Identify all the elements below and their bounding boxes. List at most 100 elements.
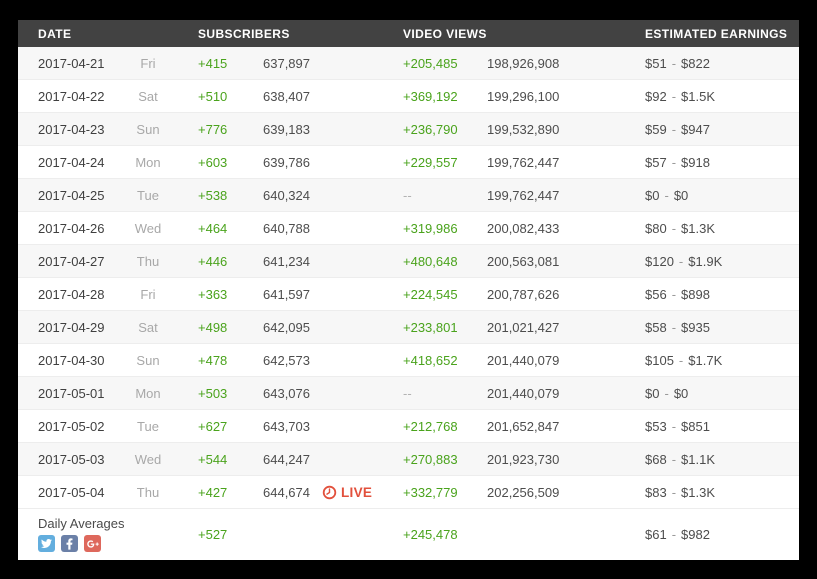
avg-subscriber-change: +527 <box>198 526 228 542</box>
subscriber-change-cell: +464 <box>198 220 228 236</box>
live-clock-icon <box>322 485 337 499</box>
day-cell: Sat <box>138 88 158 104</box>
earnings-separator: - <box>671 451 677 467</box>
avg-earnings-low: $61 <box>645 526 667 542</box>
subscribers-total-cell: 639,786 <box>263 155 403 170</box>
table-row: 2017-05-02 Tue +627 643,703 +212,768 201,652,… <box>18 410 799 443</box>
avg-earnings-high: $982 <box>681 526 710 542</box>
facebook-icon[interactable] <box>61 535 78 552</box>
column-header-subscribers: SUBSCRIBERS <box>198 26 290 41</box>
earnings-low: $83 <box>645 484 667 500</box>
video-views-total-cell: 199,296,100 <box>487 88 560 104</box>
subscriber-change-cell: +498 <box>198 319 228 335</box>
date-cell: 2017-05-02 <box>38 418 105 434</box>
social-icons <box>38 535 176 552</box>
day-cell: Wed <box>134 220 162 236</box>
subscribers-total-cell: 643,076 <box>263 386 403 401</box>
live-badge[interactable]: LIVE <box>322 485 372 500</box>
daily-averages-label: Daily Averages <box>38 516 125 531</box>
day-cell: Tue <box>137 418 159 434</box>
subscriber-change-cell: +478 <box>198 352 228 368</box>
day-cell: Sun <box>136 121 160 137</box>
subscriber-change-cell: +603 <box>198 154 228 170</box>
earnings-high: $898 <box>681 286 710 302</box>
date-cell: 2017-04-29 <box>38 319 105 335</box>
stats-table-panel: DATE SUBSCRIBERS VIDEO VIEWS ESTIMATED E… <box>18 20 799 560</box>
video-views-change-cell: -- <box>403 187 412 203</box>
video-views-change-cell: +224,545 <box>403 286 458 302</box>
day-cell: Tue <box>137 187 159 203</box>
earnings-separator: - <box>678 352 684 368</box>
subscribers-total-cell: 639,183 <box>263 122 403 137</box>
day-cell: Thu <box>136 484 160 500</box>
table-row: 2017-04-30 Sun +478 642,573 +418,652 201,440,… <box>18 344 799 377</box>
date-cell: 2017-05-03 <box>38 451 105 467</box>
video-views-change-cell: -- <box>403 385 412 401</box>
video-views-total-cell: 202,256,509 <box>487 484 560 500</box>
daily-averages-row: Daily Averages +527 +245,478 $61- $982 <box>18 509 799 559</box>
video-views-total-cell: 200,787,626 <box>487 286 560 302</box>
earnings-low: $53 <box>645 418 667 434</box>
subscriber-change-cell: +503 <box>198 385 228 401</box>
subscribers-total-cell: 641,234 <box>263 254 403 269</box>
day-cell: Sat <box>138 319 158 335</box>
table-header: DATE SUBSCRIBERS VIDEO VIEWS ESTIMATED E… <box>18 20 799 47</box>
avg-video-views-change: +245,478 <box>403 526 458 542</box>
day-cell: Fri <box>140 55 156 71</box>
subscribers-total-cell: 644,674 LIVE <box>263 485 403 500</box>
day-cell: Thu <box>136 253 160 269</box>
subscribers-total-value: 641,234 <box>263 253 310 269</box>
video-views-total-cell: 199,532,890 <box>487 121 560 137</box>
day-cell: Wed <box>134 451 162 467</box>
earnings-high: $1.9K <box>688 253 723 269</box>
earnings-high: $1.3K <box>681 484 716 500</box>
table-row: 2017-05-01 Mon +503 643,076 -- 201,440,079 $0-… <box>18 377 799 410</box>
earnings-cell: $105- $1.7K <box>645 353 799 368</box>
subscribers-total-cell: 642,573 <box>263 353 403 368</box>
subscriber-change-cell: +363 <box>198 286 228 302</box>
subscribers-total-value: 641,597 <box>263 286 310 302</box>
table-row: 2017-04-29 Sat +498 642,095 +233,801 201,021,… <box>18 311 799 344</box>
earnings-separator: - <box>671 88 677 104</box>
earnings-cell: $59- $947 <box>645 122 799 137</box>
earnings-cell: $0- $0 <box>645 188 799 203</box>
earnings-cell: $120- $1.9K <box>645 254 799 269</box>
subscribers-total-cell: 640,788 <box>263 221 403 236</box>
date-cell: 2017-04-25 <box>38 187 105 203</box>
earnings-low: $57 <box>645 154 667 170</box>
earnings-cell: $58- $935 <box>645 320 799 335</box>
twitter-icon[interactable] <box>38 535 55 552</box>
subscribers-total-cell: 638,407 <box>263 89 403 104</box>
earnings-separator: - <box>671 220 677 236</box>
video-views-total-cell: 199,762,447 <box>487 154 560 170</box>
earnings-separator: - <box>671 484 677 500</box>
subscribers-total-cell: 637,897 <box>263 56 403 71</box>
earnings-low: $80 <box>645 220 667 236</box>
video-views-total-cell: 201,440,079 <box>487 352 560 368</box>
date-cell: 2017-04-22 <box>38 88 105 104</box>
earnings-cell: $92- $1.5K <box>645 89 799 104</box>
earnings-separator: - <box>664 187 669 203</box>
earnings-high: $935 <box>681 319 710 335</box>
table-row: 2017-04-21 Fri +415 637,897 +205,485 198,926,… <box>18 47 799 80</box>
table-row: 2017-04-27 Thu +446 641,234 +480,648 200,563,… <box>18 245 799 278</box>
earnings-high: $1.1K <box>681 451 716 467</box>
subscribers-total-value: 639,183 <box>263 121 310 137</box>
live-label: LIVE <box>341 484 373 500</box>
earnings-separator: - <box>671 55 677 71</box>
earnings-low: $120 <box>645 253 674 269</box>
earnings-high: $918 <box>681 154 710 170</box>
video-views-total-cell: 201,021,427 <box>487 319 560 335</box>
date-cell: 2017-04-23 <box>38 121 105 137</box>
subscribers-total-cell: 641,597 <box>263 287 403 302</box>
earnings-cell: $51- $822 <box>645 56 799 71</box>
earnings-high: $0 <box>673 385 689 401</box>
video-views-total-cell: 201,652,847 <box>487 418 560 434</box>
table-row: 2017-05-04 Thu +427 644,674 LIVE +332,779 202,… <box>18 476 799 509</box>
date-cell: 2017-04-21 <box>38 55 105 71</box>
google-plus-icon[interactable] <box>84 535 101 552</box>
column-header-date: DATE <box>38 26 72 41</box>
subscriber-change-cell: +544 <box>198 451 228 467</box>
date-cell: 2017-04-24 <box>38 154 105 170</box>
earnings-low: $59 <box>645 121 667 137</box>
